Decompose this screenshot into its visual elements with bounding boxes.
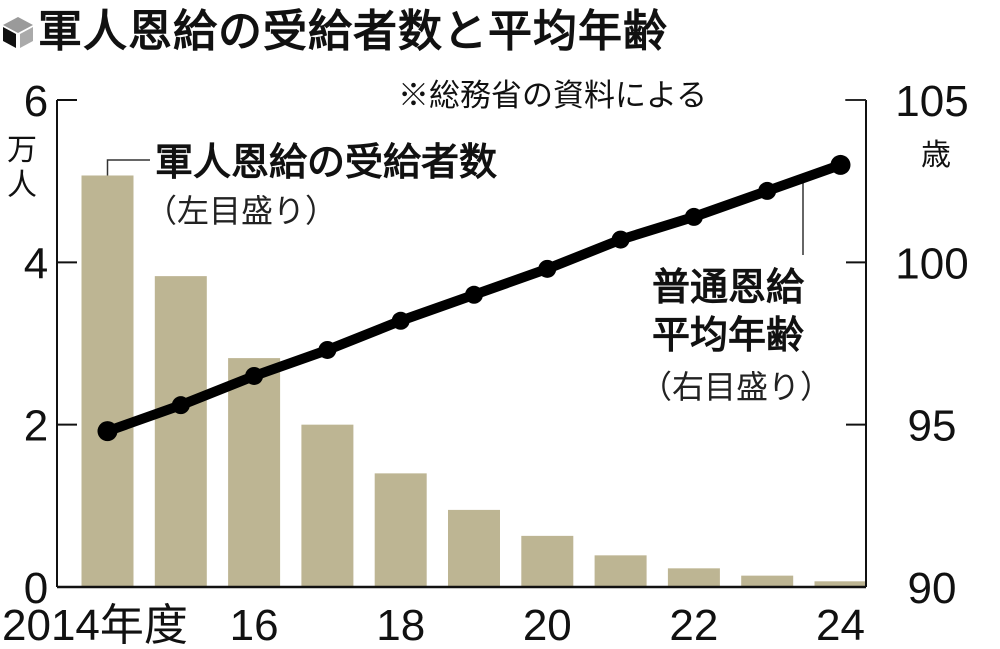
bar [741,575,794,587]
data-point-marker [97,421,118,442]
bar [594,555,647,587]
x-tick-label: 22 [669,601,718,649]
source-note: ※総務省の資料による [398,78,708,114]
left-tick-label: 6 [24,77,48,126]
left-tick-label: 0 [24,564,48,613]
data-point-marker [758,181,777,200]
data-point-marker [684,207,703,226]
bar [228,358,281,587]
bar-leader-line [106,159,150,176]
left-unit-label: 人 [7,168,37,203]
left-tick-label: 2 [24,402,48,451]
data-point-marker [830,154,851,175]
bar-series-label: 軍人恩給の受給者数 [155,140,497,184]
x-tick-label: 16 [230,601,279,649]
line-series-label: 平均年齢 [652,313,804,357]
bar [814,581,867,587]
right-unit-label: 歳 [921,138,951,173]
right-tick-label: 100 [895,239,968,288]
bar [154,276,207,587]
data-point-marker [391,311,410,330]
right-tick-label: 105 [895,77,968,126]
cube-icon [3,17,33,48]
left-tick-label: 4 [24,239,48,288]
bar [521,535,574,587]
data-point-marker [538,259,557,278]
data-point-marker [611,230,630,249]
right-tick-label: 90 [908,564,957,613]
bar-series [81,175,867,588]
data-point-marker [171,396,190,415]
axes [56,99,867,589]
bar [667,568,720,587]
leader-lines [106,99,866,255]
data-point-marker [245,366,264,385]
line-series [97,154,851,442]
bar [448,509,500,587]
bar [301,424,354,587]
data-point-marker [318,340,337,359]
line-series-label: 普通恩給 [652,265,805,309]
bar-series-sublabel: （左目盛り） [145,192,337,230]
chart-title: 軍人恩給の受給者数と平均年齢 [38,6,668,57]
bar [374,473,427,587]
x-tick-label: 18 [376,601,425,649]
right-tick-label: 95 [908,402,957,451]
x-tick-label: 24 [816,601,865,649]
line-series-sublabel: （右目盛り） [640,368,832,406]
x-tick-label: 20 [523,601,572,649]
data-point-marker [465,285,483,304]
x-tick-label: 2014年度 [2,601,188,649]
left-unit-label: 万 [7,133,37,168]
bar [81,175,134,588]
